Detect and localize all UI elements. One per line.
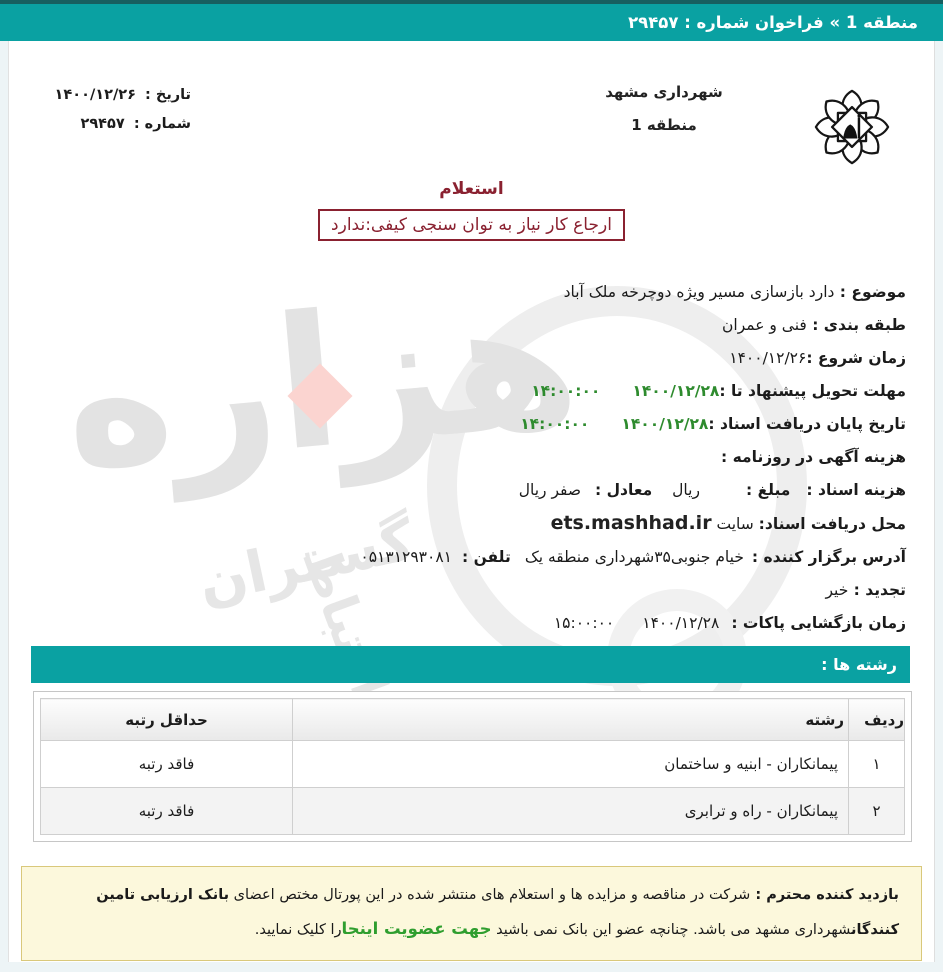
- section-bar-disciplines: رشته ها :: [31, 646, 910, 683]
- field-segment: آدرس برگزار کننده :: [751, 548, 906, 566]
- field-segment: دارد بازسازی مسیر ویژه دوچرخه ملک آباد: [563, 283, 835, 301]
- field-segment: مهلت تحویل پیشنهاد تا :: [719, 382, 906, 400]
- page-title: منطقه 1 » فراخوان شماره : ۲۹۴۵۷: [628, 13, 918, 32]
- field-gap: [700, 494, 746, 495]
- qualification-box: ارجاع کار نیاز به توان سنجی کیفی:ندارد: [318, 209, 625, 241]
- field-segment: هزینه اسناد :: [806, 481, 906, 499]
- field-segment: فنی و عمران: [722, 316, 807, 334]
- field-segment: مبلغ :: [745, 481, 791, 499]
- organization-block: شهرداری مشهد منطقه 1: [554, 83, 774, 134]
- field-document-location: محل دریافت اسناد: سایت ets.mashhad.ir: [29, 512, 906, 535]
- field-segment: ۱۴:۰۰:۰۰: [520, 415, 590, 433]
- field-gap: [511, 561, 525, 562]
- table-cell: ۲: [848, 787, 905, 835]
- table-cell: فاقد رتبه: [40, 740, 293, 788]
- field-gap: [581, 494, 595, 495]
- disciplines-tbody: ۱ پیمانکاران - ابنیه و ساختمان فاقد رتبه ۲ پ…: [40, 740, 905, 835]
- column-header-discipline: رشته: [292, 698, 849, 741]
- date-label: تاریخ :: [145, 87, 191, 103]
- footer-notice-text: بازدید کننده محترم : شرکت در مناقصه و مز…: [96, 887, 899, 938]
- field-category: طبقه بندی : فنی و عمران: [29, 314, 906, 336]
- mashhad-municipality-logo-icon: [808, 83, 896, 171]
- field-newspaper-ad-cost: هزینه آگهی در روزنامه :: [29, 446, 906, 468]
- field-segment: تلفن :: [461, 548, 511, 566]
- field-gap: [719, 627, 731, 628]
- field-document-receive-end: تاریخ پایان دریافت اسناد :۱۴۰۰/۱۲/۲۸ ۱۴:۰…: [29, 413, 906, 435]
- document: هزاره گستران ارتباط: [8, 41, 935, 962]
- footer-notice: بازدید کننده محترم : شرکت در مناقصه و مز…: [21, 866, 922, 961]
- letterhead: شهرداری مشهد منطقه 1 تاریخ : ۱۴۰۰/۱۲/۲۶ …: [9, 41, 934, 179]
- date-value: ۱۴۰۰/۱۲/۲۶: [54, 87, 136, 103]
- field-segment: ۱۴۰۰/۱۲/۲۸: [621, 415, 709, 433]
- organization-region: منطقه 1: [631, 116, 697, 134]
- field-gap: [589, 428, 621, 429]
- disciplines-table-wrap: ردیف رشته حداقل رتبه ۱ پیمانکاران - ابنیه…: [33, 691, 912, 842]
- field-segment: ۱۵:۰۰:۰۰: [553, 614, 615, 632]
- field-organizer-address: آدرس برگزار کننده : خیام جنوبی۳۵شهرداری م…: [29, 546, 906, 568]
- field-segment: زمان شروع :: [806, 349, 906, 367]
- notice-segment: شرکت در مناقصه و مزایده ها و استعلام های…: [229, 887, 751, 903]
- field-gap: [600, 395, 632, 396]
- letter-meta: تاریخ : ۱۴۰۰/۱۲/۲۶ شماره : ۲۹۴۵۷: [55, 87, 191, 132]
- field-segment: ۱۴۰۰/۱۲/۲۶: [729, 349, 807, 367]
- letter-date: تاریخ : ۱۴۰۰/۱۲/۲۶: [55, 87, 191, 103]
- fields-list: موضوع : دارد بازسازی مسیر ویژه دوچرخه مل…: [29, 281, 906, 634]
- field-segment: سایت: [711, 515, 759, 533]
- field-segment: صفر ریال: [518, 481, 581, 499]
- field-segment: خیام جنوبی۳۵شهرداری منطقه یک: [524, 548, 744, 566]
- table-cell: ۱: [848, 740, 905, 788]
- field-subject: موضوع : دارد بازسازی مسیر ویژه دوچرخه مل…: [29, 281, 906, 303]
- field-segment: ریال: [672, 481, 700, 499]
- column-header-min-grade: حداقل رتبه: [40, 698, 293, 741]
- inquiry-type-title: استعلام: [439, 179, 504, 199]
- field-segment: ۰۵۱۳۱۲۹۳۰۸۱: [360, 548, 452, 566]
- field-segment: زمان بازگشایی پاکات :: [731, 614, 906, 632]
- field-gap: [452, 561, 462, 562]
- field-segment: معادل :: [595, 481, 653, 499]
- organization-name: شهرداری مشهد: [605, 83, 723, 101]
- field-envelope-opening: زمان بازگشایی پاکات : ۱۴۰۰/۱۲/۲۸ ۱۵:۰۰:۰۰: [29, 612, 906, 634]
- field-gap: [652, 494, 672, 495]
- table-cell: پیمانکاران - ابنیه و ساختمان: [292, 740, 849, 788]
- field-segment: ۱۴۰۰/۱۲/۲۸: [632, 382, 720, 400]
- table-cell: فاقد رتبه: [40, 787, 293, 835]
- field-document-cost: هزینه اسناد : مبلغ : ریال معادل : صفر ریال: [29, 479, 906, 501]
- field-gap: [614, 627, 642, 628]
- notice-segment: را کلیک نمایید.: [254, 922, 342, 939]
- notice-segment: بازدید کننده محترم :: [750, 887, 899, 903]
- field-segment: محل دریافت اسناد:: [758, 515, 906, 533]
- field-gap: [744, 561, 752, 562]
- letter-number: شماره : ۲۹۴۵۷: [65, 116, 191, 132]
- number-value: ۲۹۴۵۷: [80, 116, 125, 132]
- disciplines-table: ردیف رشته حداقل رتبه ۱ پیمانکاران - ابنیه…: [40, 698, 905, 835]
- column-header-row-number: ردیف: [848, 698, 905, 741]
- field-segment: ۱۴:۰۰:۰۰: [531, 382, 601, 400]
- field-start-date: زمان شروع :۱۴۰۰/۱۲/۲۶: [29, 347, 906, 369]
- notice-segment: بانک ارزیابی تامین کنندگان: [96, 887, 899, 939]
- membership-link[interactable]: جهت عضویت اینجا: [341, 919, 492, 939]
- field-gap: [790, 494, 806, 495]
- field-renewal: تجدید : خیر: [29, 579, 906, 601]
- field-segment: تجدید :: [848, 581, 906, 599]
- field-segment: ets.mashhad.ir: [550, 512, 712, 534]
- top-header-bar: منطقه 1 » فراخوان شماره : ۲۹۴۵۷: [0, 0, 943, 41]
- table-row: ۲ پیمانکاران - راه و ترابری فاقد رتبه: [40, 787, 905, 835]
- number-label: شماره :: [133, 116, 191, 132]
- table-cell: پیمانکاران - راه و ترابری: [292, 787, 849, 835]
- field-proposal-deadline: مهلت تحویل پیشنهاد تا :۱۴۰۰/۱۲/۲۸ ۱۴:۰۰:۰…: [29, 380, 906, 402]
- field-segment: خیر: [825, 581, 849, 599]
- field-segment: موضوع :: [834, 283, 906, 301]
- field-segment: هزینه آگهی در روزنامه :: [721, 448, 906, 466]
- notice-segment: شهرداری مشهد می باشد. چنانچه عضو این بان…: [491, 922, 852, 939]
- field-segment: ۱۴۰۰/۱۲/۲۸: [642, 614, 720, 632]
- field-segment: تاریخ پایان دریافت اسناد :: [708, 415, 906, 433]
- field-segment: طبقه بندی :: [806, 316, 906, 334]
- table-row: ۱ پیمانکاران - ابنیه و ساختمان فاقد رتبه: [40, 740, 905, 788]
- table-header-row: ردیف رشته حداقل رتبه: [40, 698, 905, 741]
